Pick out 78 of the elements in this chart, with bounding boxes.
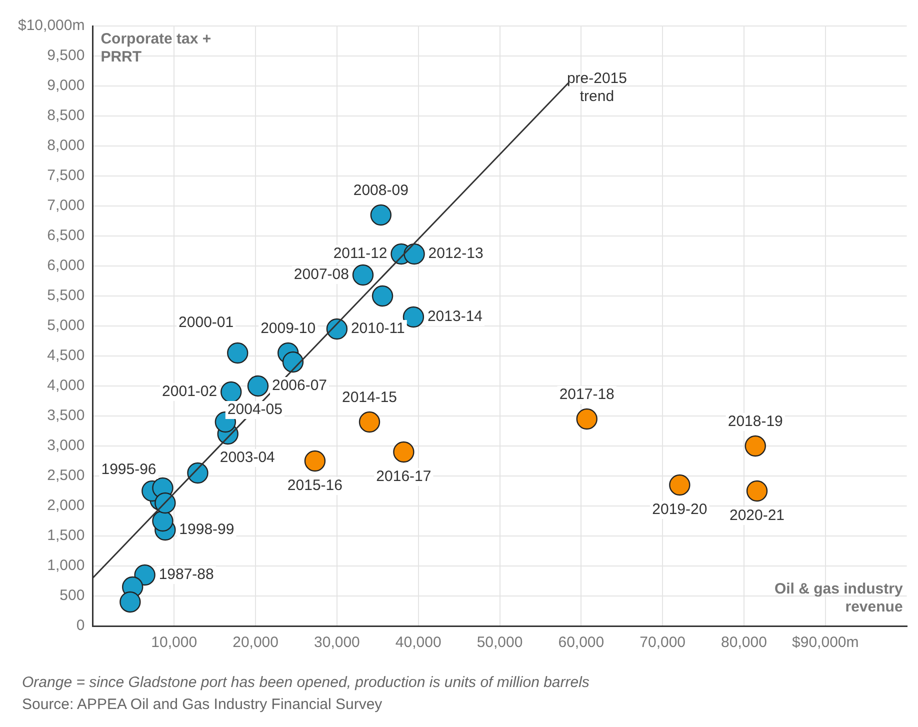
y-tick-label: 0: [76, 617, 85, 634]
data-label: 2013-14: [427, 308, 483, 326]
y-tick-label: 4,500: [47, 347, 85, 364]
point: [227, 342, 248, 364]
data-label: 2014-15: [342, 389, 398, 406]
x-tick-label: $90,000m: [792, 634, 859, 652]
y-tick-label: 4,000: [47, 377, 85, 394]
point: [669, 474, 690, 496]
data-label: 2020-21: [729, 507, 785, 524]
data-label: 2019-20: [652, 501, 708, 518]
x-tick-label: 30,000: [314, 634, 360, 652]
y-tick-label: 9,500: [47, 47, 85, 64]
y-axis-title: Corporate tax + PRRT: [100, 30, 212, 66]
data-label: 2011-12: [333, 245, 388, 262]
data-label: 2007-08: [294, 266, 349, 284]
point: [187, 462, 208, 484]
data-label: 2016-17: [376, 468, 432, 486]
point: [393, 441, 414, 463]
x-axis-title: Oil & gas industry revenue: [774, 580, 904, 616]
data-label: 2017-18: [559, 386, 614, 404]
data-label: 2008-09: [353, 182, 408, 200]
x-tick-label: 80,000: [721, 634, 767, 652]
x-tick-label: 10,000: [151, 634, 198, 652]
x-tick-label: 20,000: [232, 634, 278, 652]
data-label: 2010-11: [350, 320, 405, 338]
x-tick-label: 50,000: [476, 634, 523, 652]
data-label: 2004-05: [227, 401, 282, 418]
y-tick-label: 6,500: [47, 227, 85, 244]
data-label: 2009-10: [260, 320, 316, 338]
point: [746, 480, 768, 502]
point: [152, 510, 174, 532]
point: [370, 204, 392, 226]
y-tick-label: 1,500: [47, 527, 85, 544]
data-label: 2001-02: [162, 383, 218, 400]
x-tick-label: 70,000: [640, 634, 686, 652]
y-tick-label: 5,500: [47, 287, 85, 304]
y-tick-label: 500: [60, 587, 85, 604]
source-note: Source: APPEA Oil and Gas Industry Financial Survey: [22, 695, 384, 715]
y-tick-label: 9,000: [47, 77, 85, 94]
data-label: 2006-07: [272, 377, 328, 394]
data-label: 2012-13: [428, 245, 484, 262]
point: [404, 243, 425, 265]
y-tick-label: 8,000: [47, 137, 85, 154]
point: [326, 318, 348, 340]
y-tick-label: $10,000m: [18, 17, 85, 34]
point: [744, 435, 766, 457]
point: [352, 264, 374, 286]
x-tick-label: 60,000: [558, 634, 604, 652]
point: [220, 381, 242, 403]
y-tick-label: 3,500: [47, 407, 85, 424]
y-tick-label: 1,000: [47, 557, 85, 574]
text: Orange = since Gladstone port has been opened, production is units of million barrels: [22, 673, 590, 693]
y-tick-label: 2,500: [47, 467, 85, 484]
point: [134, 564, 156, 586]
annotation: pre-2015 trend: [566, 70, 627, 106]
y-tick-label: 8,500: [47, 107, 85, 124]
point: [358, 411, 380, 433]
data-label: 2018-19: [728, 413, 783, 430]
y-tick-label: 6,000: [47, 257, 85, 274]
point: [402, 306, 424, 328]
y-tick-label: 3,000: [47, 437, 85, 454]
data-label: 2015-16: [287, 477, 342, 494]
y-tick-label: 7,000: [47, 197, 85, 214]
point: [304, 450, 326, 472]
data-label: 2000-01: [178, 314, 234, 332]
point: [372, 285, 394, 307]
point: [282, 351, 304, 373]
data-label: 1998-99: [179, 521, 234, 538]
x-tick-label: 40,000: [395, 634, 442, 652]
data-label: 2003-04: [220, 449, 275, 466]
data-label: 1995-96: [101, 461, 156, 478]
y-tick-label: 7,500: [47, 167, 85, 184]
point: [120, 591, 141, 613]
y-tick-label: 5,000: [47, 317, 85, 334]
y-tick-label: 2,000: [47, 497, 85, 514]
data-label: 1987-88: [158, 566, 214, 584]
point: [576, 408, 598, 430]
point: [247, 375, 269, 397]
